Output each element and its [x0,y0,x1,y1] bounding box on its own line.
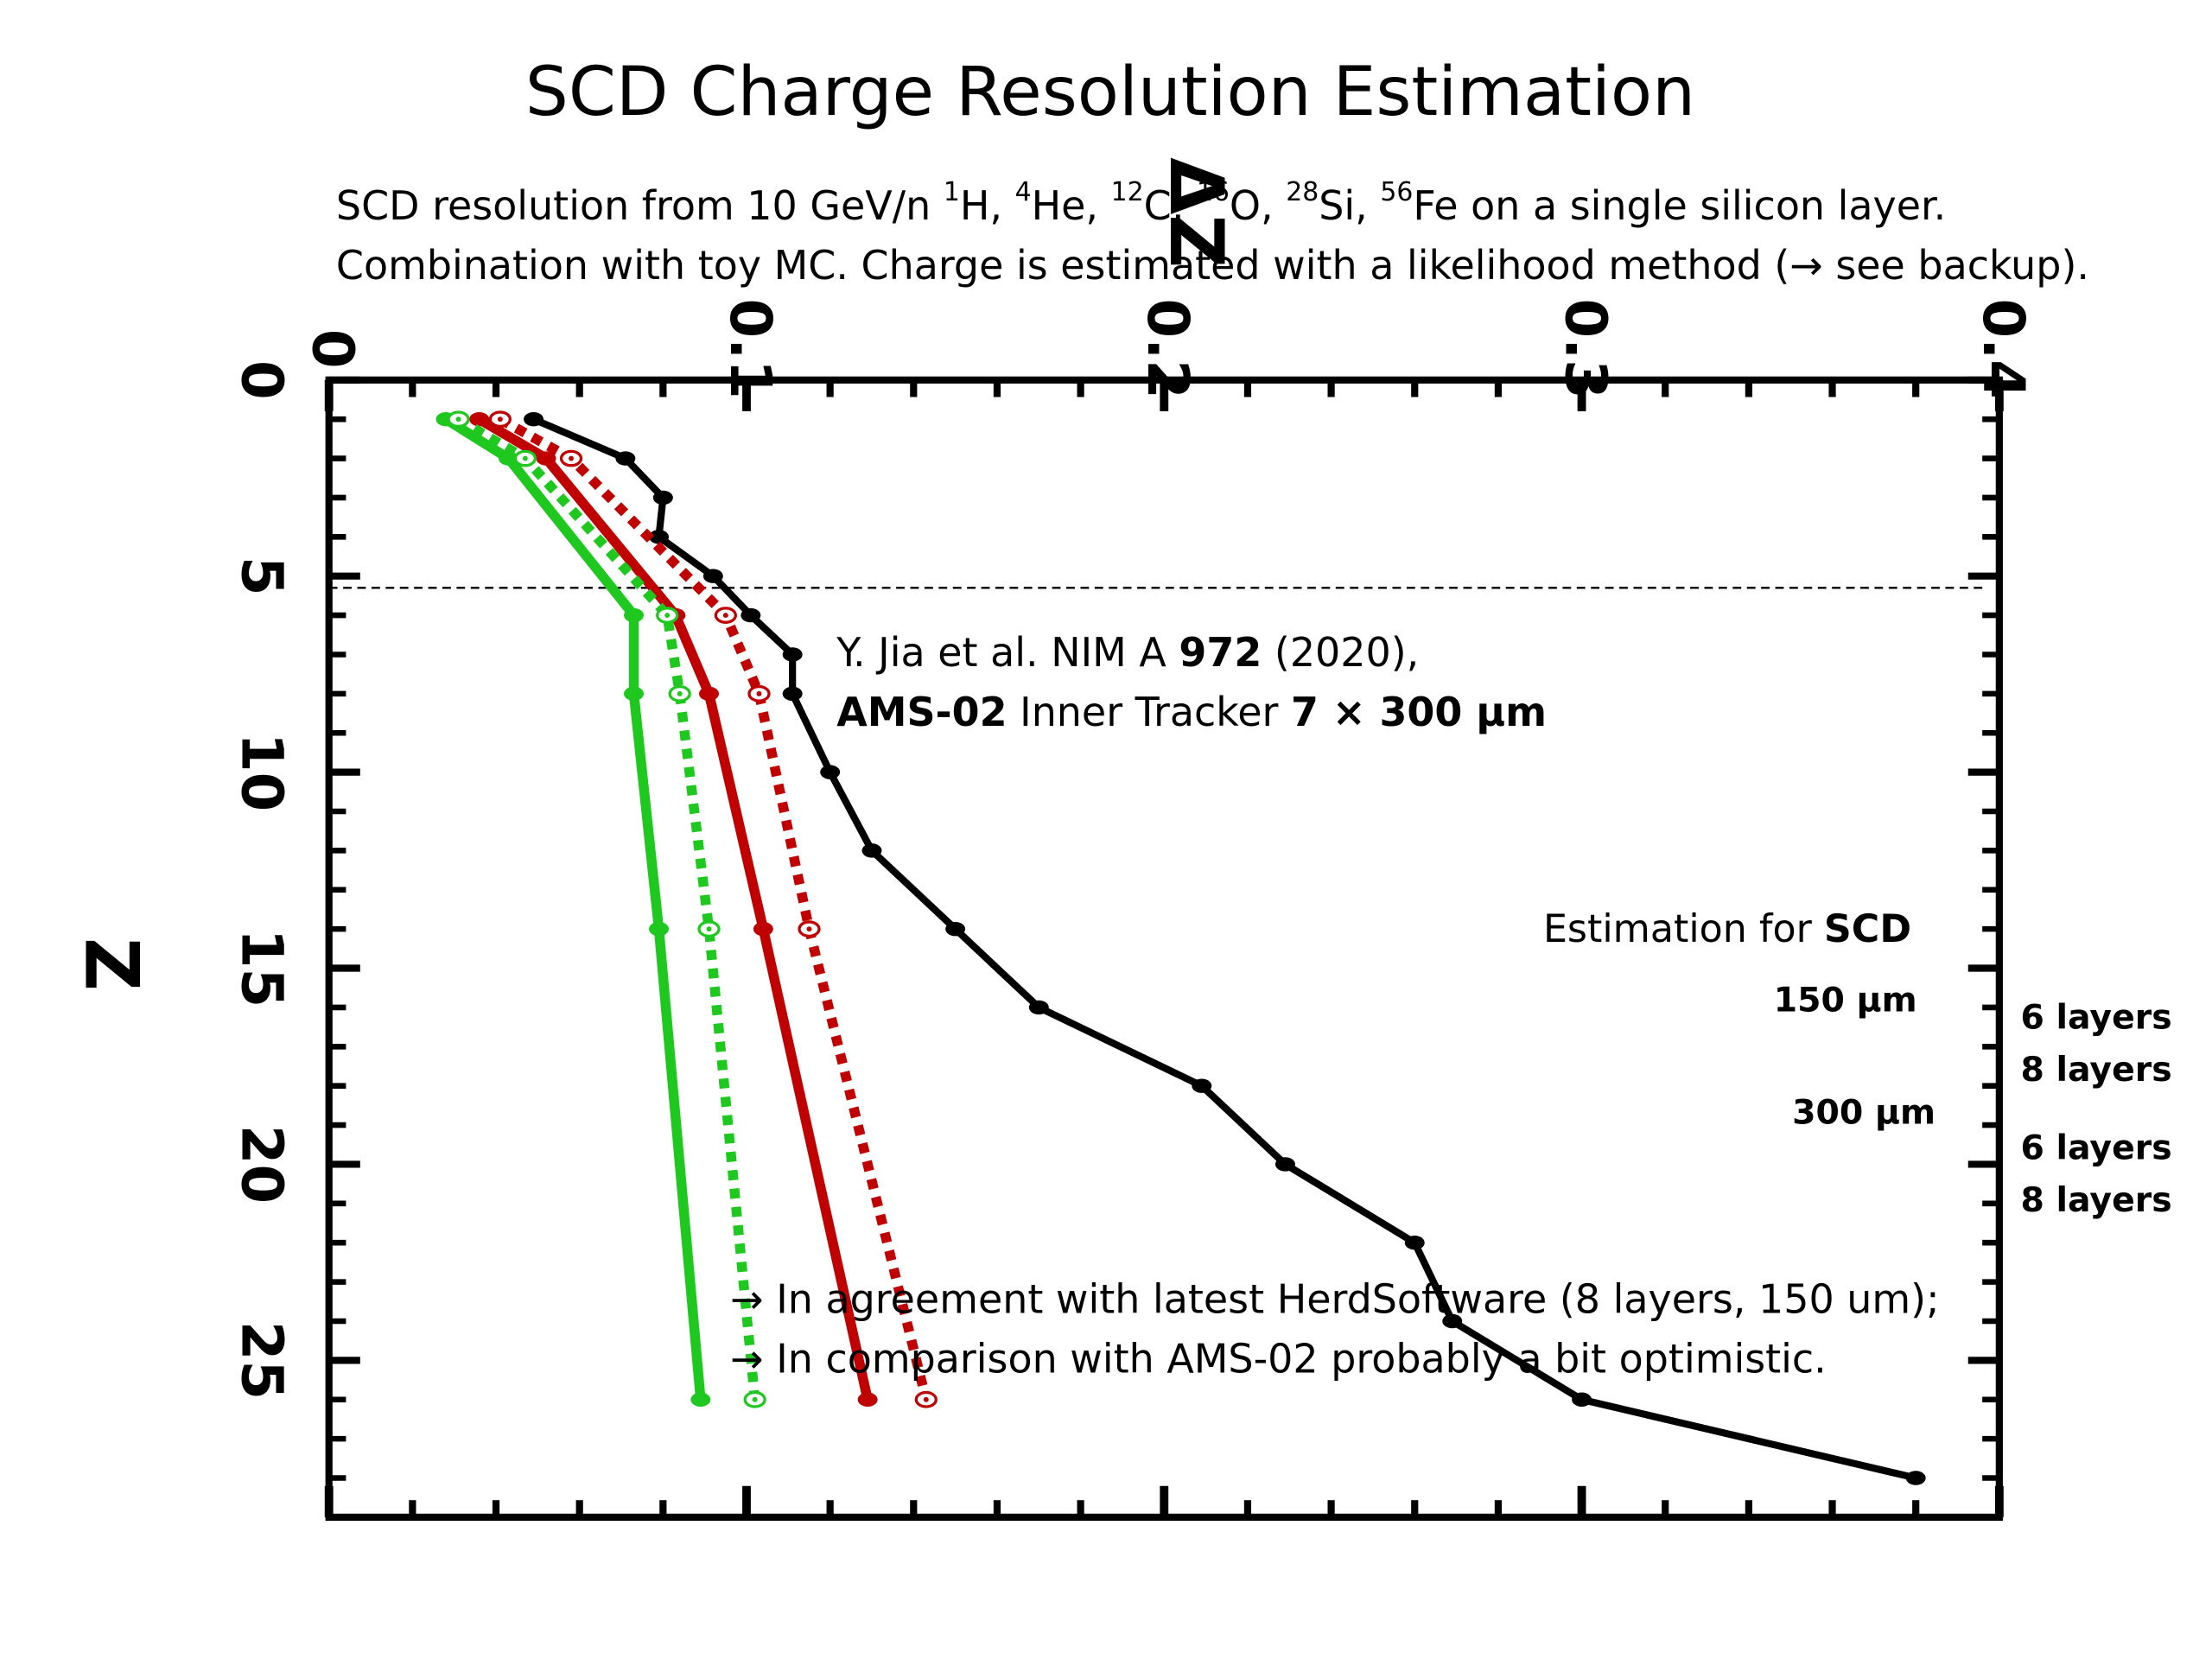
data-point [1442,1313,1463,1329]
text-run: AMS-02 [836,689,1007,735]
y-tick-label: 15 [229,929,295,1007]
text-run: → In comparison with AMS-02 probably a b… [730,1335,1827,1382]
text-run: 16 [1197,177,1230,207]
data-point [1404,1236,1425,1250]
data-point [624,686,645,702]
y-tick-label: 10 [229,733,295,811]
data-point [699,686,719,702]
data-point-dot [752,1396,758,1402]
data-point-dot [522,455,528,461]
data-point-dot [497,416,503,423]
text-run: Estimation for [1543,907,1824,951]
x-tick-label: 0.3 [1553,299,1618,399]
annotation: AMS-02 Inner Tracker 7 × 300 µm [836,689,1547,735]
data-point [1905,1471,1926,1485]
text-run: Combination with toy MC. Charge is estim… [336,242,2089,289]
data-point-dot [677,690,683,696]
data-point [861,843,882,858]
text-run: 12 [1111,177,1144,207]
x-tick-label: 0.2 [1135,299,1200,399]
data-point-dot [664,613,671,619]
data-point [857,1392,878,1407]
annotation: Y. Jia et al. NIM A 972 (2020), [836,629,1419,676]
data-point [741,607,761,623]
text-run: He, [1032,182,1111,229]
data-point-dot [923,1396,929,1402]
data-point [1192,1078,1212,1093]
text-run: C, [1144,182,1197,229]
data-point-dot [455,416,461,423]
x-tick-label: 0 [300,329,365,369]
x-tick-label: 0.4 [1970,299,2036,399]
text-run: 56 [1380,177,1413,207]
text-run: Y. Jia et al. NIM A [836,629,1179,676]
y-axis-label: Z [68,938,154,991]
y-tick-label: 25 [229,1321,295,1400]
y-tick-label: 0 [229,360,295,400]
data-point [524,411,544,427]
data-point [690,1392,711,1407]
legend-group: 150 µm [1774,981,1917,1020]
series-line [442,415,706,1401]
data-point [1572,1392,1592,1407]
text-run: 1 [944,177,960,207]
chart-title: SCD Charge Resolution Estimation [525,52,1695,131]
legend-entry: 6 layers [2020,997,2171,1037]
text-run: 4 [1015,177,1032,207]
data-point [1028,1000,1049,1015]
data-point-dot [756,690,762,696]
data-point-dot [722,613,728,619]
data-point [615,451,636,466]
text-run: (2020), [1262,629,1419,676]
series-line [498,415,931,1402]
legend-entry: 8 layers [2020,1180,2171,1220]
annotation: → In comparison with AMS-02 probably a b… [730,1335,1827,1382]
data-point-dot [806,926,812,932]
series-line [476,415,873,1401]
legend-group: 300 µm [1792,1092,1936,1132]
series-line [455,415,760,1401]
text-run: SCD [1824,907,1911,951]
data-point [1274,1157,1295,1172]
x-axis-label: ΔZ [1153,157,1238,268]
text-run: H, [960,182,1015,229]
text-run: 28 [1286,177,1319,207]
data-point [649,530,669,544]
data-point [820,765,841,779]
data-point [753,921,773,937]
annotation: → In agreement with latest HerdSoftware … [730,1275,1939,1322]
data-point-dot [569,455,574,461]
data-point [652,490,673,505]
text-run: 7 × 300 µm [1291,689,1547,735]
data-point [649,921,669,937]
text-run: Si, [1319,182,1380,229]
data-point [782,686,803,702]
data-point [499,451,519,466]
data-point-dot [706,926,712,932]
text-run: → In agreement with latest HerdSoftware … [730,1275,1939,1322]
data-point [702,569,723,583]
y-tick-label: 5 [229,556,295,596]
text-run: Fe on a single silicon layer. [1413,182,1946,229]
data-point [469,411,490,427]
legend-title: Estimation for SCD [1543,907,1911,951]
legend-entry: 8 layers [2020,1050,2171,1090]
text-run: Inner Tracker [1007,689,1291,735]
x-tick-label: 0.1 [717,299,783,399]
data-point [624,607,645,623]
data-point [536,451,556,466]
legend-entry: 6 layers [2020,1128,2171,1167]
subtitle: Combination with toy MC. Charge is estim… [336,242,2089,289]
text-run: O, [1230,182,1286,229]
data-point [782,647,803,662]
text-run: SCD resolution from 10 GeV/n [336,182,944,229]
subtitle: SCD resolution from 10 GeV/n 1H, 4He, 12… [336,177,1946,229]
text-run: 972 [1179,629,1262,676]
data-point [945,921,966,937]
y-tick-label: 20 [229,1125,295,1204]
